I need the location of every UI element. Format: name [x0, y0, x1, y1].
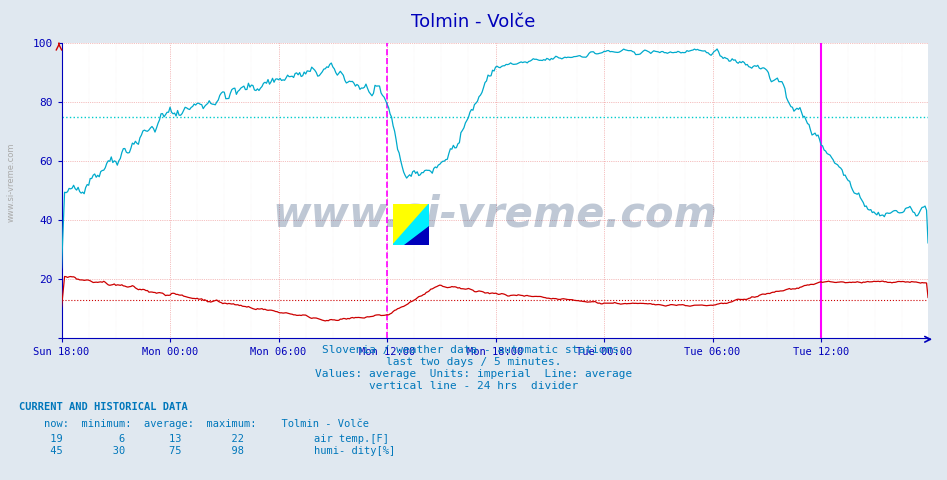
Polygon shape: [403, 227, 429, 245]
Text: 45        30       75        98: 45 30 75 98: [19, 445, 244, 456]
Text: CURRENT AND HISTORICAL DATA: CURRENT AND HISTORICAL DATA: [19, 402, 188, 412]
Text: last two days / 5 minutes.: last two days / 5 minutes.: [385, 357, 562, 367]
Polygon shape: [393, 204, 429, 245]
Text: www.si-vreme.com: www.si-vreme.com: [7, 143, 16, 222]
Text: Slovenia / weather data - automatic stations.: Slovenia / weather data - automatic stat…: [322, 345, 625, 355]
Polygon shape: [393, 204, 429, 245]
Text: Values: average  Units: imperial  Line: average: Values: average Units: imperial Line: av…: [314, 369, 633, 379]
Text: www.si-vreme.com: www.si-vreme.com: [273, 193, 717, 235]
Text: now:  minimum:  average:  maximum:    Tolmin - Volče: now: minimum: average: maximum: Tolmin -…: [19, 419, 369, 429]
Text: vertical line - 24 hrs  divider: vertical line - 24 hrs divider: [369, 381, 578, 391]
Text: air temp.[F]: air temp.[F]: [314, 433, 389, 444]
Text: Tolmin - Volče: Tolmin - Volče: [411, 12, 536, 31]
Text: 19         6       13        22: 19 6 13 22: [19, 433, 244, 444]
Text: humi- dity[%]: humi- dity[%]: [314, 445, 396, 456]
